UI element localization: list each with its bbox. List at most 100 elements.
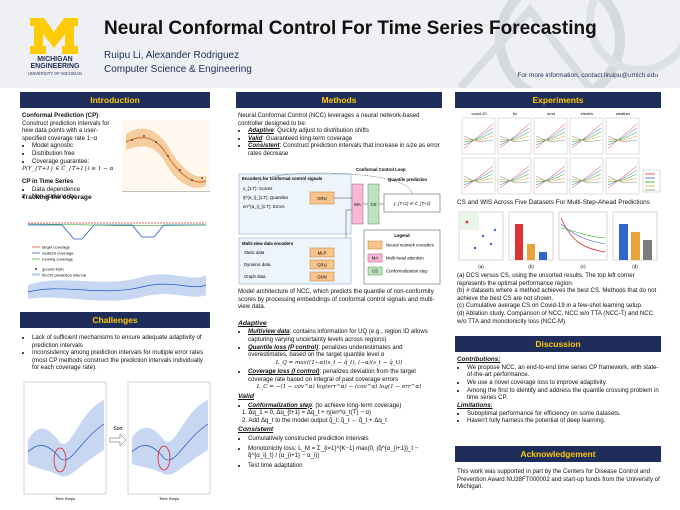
results-grid: covid-19 flu smd electric weather [461,111,661,195]
diagram-label: MA [372,256,379,261]
diagram-label: q̂^{α_i}_{1:T}: Quantiles [243,195,288,200]
authors: Ruipu Li, Alexander Rodriguez [104,50,240,61]
challenges-text: Lack of sufficient mechanisms to ensure … [22,334,208,372]
subplot-line [571,175,602,184]
affiliation: Computer Science & Engineering [104,64,252,75]
legend-label: target coverage [42,245,71,250]
subplot-line [535,175,566,184]
subplot-line [607,127,638,146]
cp-figure [122,120,210,192]
subplot-line [463,175,494,184]
subplot-line [571,123,602,149]
bullet: Quantile loss (P control): penalizes und… [248,344,440,359]
diagram-label: Multi-head attention [386,256,424,261]
subplot-line [463,135,494,141]
discussion-text: Contributions: We propose NCC, an end-to… [457,356,661,425]
subplot-line [571,131,602,143]
legend-label: ground truth [42,267,64,272]
subplot-line [463,165,494,189]
subheading: Valid [238,393,254,401]
panel: (d) [612,211,658,269]
section-heading: Introduction [20,92,210,108]
subheading: Adaptive [238,320,267,327]
subplot-frame [461,157,496,195]
text: : Guaranteed long-term coverage [262,134,353,142]
diagram-label: MA [354,202,361,207]
subplot-line [607,177,638,182]
subplot-line [499,123,530,149]
subplot-line [571,135,602,141]
formula: L_Q = max((1−α)(s_t − q̂_t), (−α)(s_t − … [275,359,403,366]
logo-text: MICHIGAN ENGINEERING UNIVERSITY OF MICHI… [22,56,88,76]
dataset-title: electric [581,111,594,116]
diagram-label: GRU [317,196,327,201]
bullet: We use a novel coverage loss to improve … [467,379,661,387]
bullet: Lack of sufficient mechanisms to ensure … [32,334,208,349]
subplot-line [499,165,530,189]
diagram-label: CS [371,202,377,207]
section-heading: Acknowledgement [455,446,661,462]
subplot-frame [569,117,604,155]
subplot-line [535,165,566,189]
label: Quantile loss (P control) [248,343,319,351]
bullet: Among the first to identify and address … [467,387,661,402]
subplot-line [499,175,530,184]
logo-line: ENGINEERING [30,63,80,71]
bullet: Test time adaptation [248,462,440,470]
subplot-frame [461,117,496,155]
bullet: Inconsistency among prediction intervals… [32,349,208,372]
text: : Construct prediction intervals that in… [248,142,440,158]
bullet: Cumulatively constructed prediction inte… [248,435,440,443]
contact: For more information, contact liruipu@um… [517,72,658,79]
bullet: Conformalization step: (to achieve long-… [248,402,440,410]
dataset-title: smd [547,111,555,116]
intro-text: Conformal Prediction (CP): Construct pre… [22,112,120,201]
subplot-line [571,135,602,143]
list: Adaptive: Quickly adjust to distribution… [238,127,440,157]
list: Multiview data: contains information for… [238,328,440,358]
arrow-label: Sort [113,426,123,432]
dataset-title: flu [513,111,517,116]
note: (c) Cumulative average CS on Covid-19 in… [457,302,643,310]
diagram-label: CS [372,269,378,274]
text: : Quickly adjust to distribution shifts [273,127,369,135]
figure-caption: Model architecture of NCC, which predict… [238,288,435,311]
subplot-line [535,123,566,149]
note: (b) # datasets where a method achieves t… [457,287,657,302]
subplot-line [535,131,566,143]
axis-label: Time Steps [55,496,75,501]
diagram-label: s_{1:T}: Scores [243,186,272,191]
paragraph: Neural Conformal Control (NCC) leverages… [238,112,420,127]
label: Conformal Prediction (CP) [22,112,99,119]
subplot-line [463,169,494,186]
bullet: Suboptimal performance for efficiency on… [467,410,661,418]
subplot-line [571,165,602,189]
logo-mark [30,18,78,54]
diagram-label: Dynamic data [244,262,271,267]
title: Neural Conformal Control For Time Series… [104,18,597,39]
text: : (to achieve long-term coverage) [312,401,402,409]
subplot-line [499,135,530,143]
bullet: Coverage guarantee: [32,158,120,166]
header: MICHIGAN ENGINEERING UNIVERSITY OF MICHI… [0,0,680,88]
subplot-frame [533,157,568,195]
bullet: Haven't fully harness the potential of d… [467,417,661,425]
subplot-frame [605,157,640,195]
formula: P(Y_{T+1} ∈ Ĉ_{T+1}) ≥ 1 − α [22,166,114,173]
bullet: Non-stationarity [32,193,120,201]
legend-label: realized coverage [42,251,74,256]
axis-label: Time Steps [159,496,179,501]
subplot-line [571,127,602,146]
note: (d) Ablation study. Comparison of NCC, N… [457,310,654,325]
subplot-line [463,131,494,143]
section-heading: Methods [236,92,442,108]
bullet: Model agnostic [32,142,120,150]
bullet: Distribution free [32,150,120,158]
diagram-label: Neural network encoders [386,243,434,248]
bullet: Valid: Guaranteed long-term coverage [248,135,440,143]
panel-label: (d) [632,264,638,269]
subplot-line [535,135,566,143]
diagram-label: Encoders for conformal control signals [242,176,323,181]
results-notes: (a) DCS versus CS, using the unsorted re… [457,272,661,325]
